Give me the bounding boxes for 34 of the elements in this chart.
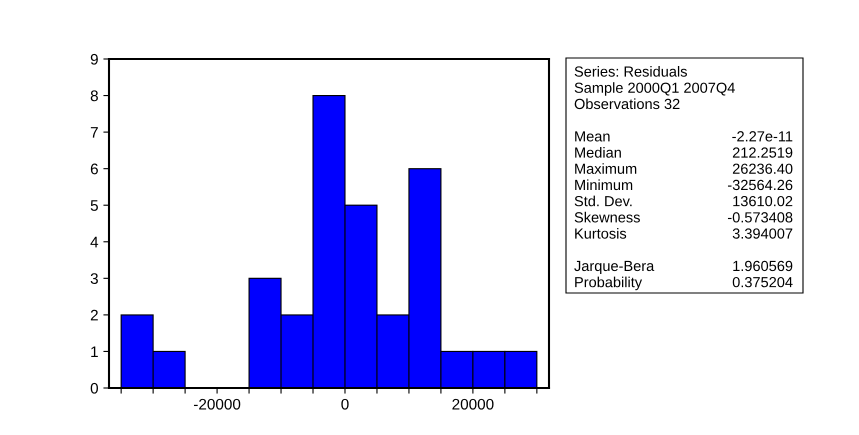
y-tick-label: 6	[90, 164, 98, 174]
text: Sample 2000Q1 2007Q4	[574, 82, 735, 96]
text: Mean	[575, 131, 610, 142]
text: 26236.40	[732, 164, 792, 174]
text: Observations 32	[574, 98, 680, 110]
text: Skewness	[574, 212, 640, 223]
text: Jarque-Bera	[574, 260, 654, 274]
y-tick-label: 0	[90, 382, 98, 394]
x-tick-label: -20000	[194, 398, 240, 410]
text: Series: Residuals	[574, 66, 687, 77]
text: Probability	[575, 276, 642, 290]
y-tick-label: 3	[90, 273, 98, 284]
text: -2.27e-11	[732, 131, 792, 142]
text: Median	[575, 147, 621, 158]
text: 212.2519	[732, 147, 792, 158]
text: 3.394007	[732, 228, 792, 239]
text: -0.573408	[728, 212, 792, 223]
text: Std. Dev.	[574, 196, 632, 206]
y-tick-label: 8	[90, 90, 98, 102]
text: 13610.02	[733, 196, 792, 206]
x-tick-label: 20000	[452, 398, 494, 410]
text: -32564.26	[728, 180, 792, 190]
y-tick-label: 1	[91, 346, 98, 357]
x-tick-label: 0	[341, 398, 349, 410]
text: Minimum	[575, 179, 632, 190]
y-tick-label: 4	[90, 236, 98, 248]
text: Kurtosis	[575, 228, 626, 239]
y-tick-label: 2	[90, 310, 98, 320]
y-tick-label: 9	[90, 54, 98, 65]
text: Maximum	[575, 163, 636, 174]
text: 0.375204	[732, 276, 793, 288]
y-tick-label: 7	[90, 127, 98, 138]
y-tick-label: 5	[90, 200, 98, 211]
text: 1.960569	[733, 260, 792, 272]
